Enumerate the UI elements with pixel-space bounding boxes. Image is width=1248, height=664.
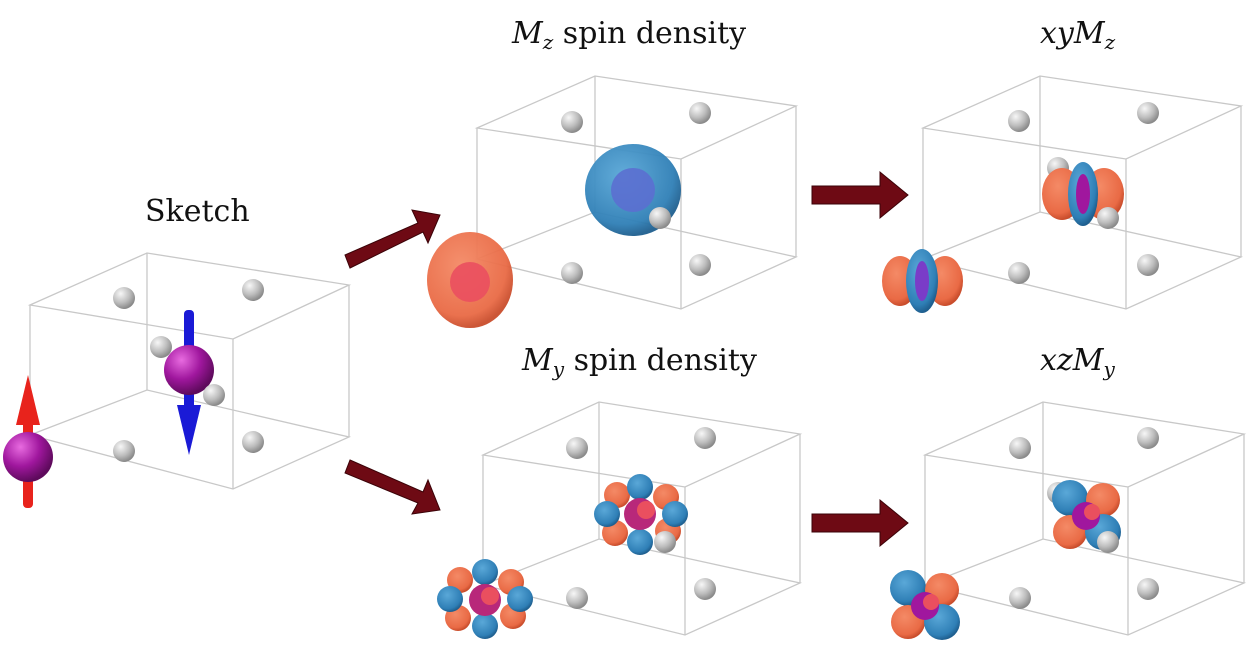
mz-title-rest: spin density xyxy=(553,16,747,51)
sketch-title: Sketch xyxy=(145,194,250,229)
ligand-atom xyxy=(561,111,583,133)
flow-arrow-icon xyxy=(344,459,441,515)
xzmy-orbital xyxy=(890,570,960,640)
xymz-orbital xyxy=(882,249,963,313)
ligand-atom xyxy=(689,102,711,124)
ligand-atom xyxy=(694,427,716,449)
ligand-atom xyxy=(1009,587,1031,609)
ligand-atom xyxy=(1008,262,1030,284)
mz-density-cell xyxy=(427,75,799,328)
xymz-title: xyMz xyxy=(1040,16,1115,54)
xzmy-cell-edges xyxy=(922,401,1247,636)
ligand-atom xyxy=(1009,437,1031,459)
xzmy-prefix: xzM xyxy=(1040,343,1104,378)
ligand-atom xyxy=(694,578,716,600)
my-spin-density-title: My spin density xyxy=(522,343,757,381)
xymz-prefix: xyM xyxy=(1040,16,1105,51)
magnetic-atom xyxy=(164,345,214,395)
sketch-title-text: Sketch xyxy=(145,194,250,229)
sketch-cell xyxy=(3,252,352,508)
mz-symbol: M xyxy=(512,16,543,51)
ligand-atom xyxy=(689,254,711,276)
ligand-atom xyxy=(1137,427,1159,449)
ligand-atom xyxy=(1137,578,1159,600)
ligand-atom xyxy=(654,531,676,553)
flow-arrow-icon xyxy=(811,170,909,220)
xymz-subscript: z xyxy=(1104,30,1116,54)
xzmy-orbital xyxy=(1052,480,1121,550)
my-density-cell xyxy=(437,401,803,639)
ligand-atom xyxy=(1097,531,1119,553)
xzmy-cell xyxy=(890,401,1247,640)
xzmy-subscript: y xyxy=(1103,357,1115,381)
xzmy-title: xzMy xyxy=(1040,343,1115,381)
my-symbol: M xyxy=(522,343,553,378)
ligand-atom xyxy=(566,437,588,459)
my-subscript: y xyxy=(552,357,565,381)
ligand-atom xyxy=(649,207,671,229)
ligand-atom xyxy=(1008,110,1030,132)
ligand-atom xyxy=(1137,254,1159,276)
magnetic-atom xyxy=(3,432,53,482)
ligand-atom xyxy=(203,384,225,406)
ligand-atom xyxy=(113,287,135,309)
mz-spin-density-title: Mz spin density xyxy=(512,16,746,54)
ligand-atom xyxy=(1097,207,1119,229)
flow-arrow-icon xyxy=(344,209,441,269)
xymz-cell-edges xyxy=(920,75,1244,310)
mz-subscript: z xyxy=(542,30,554,54)
sketch-cell-edges xyxy=(27,252,352,490)
density-cluster xyxy=(594,474,688,555)
ligand-atom xyxy=(242,431,264,453)
flow-arrow-icon xyxy=(811,498,909,548)
xymz-orbital xyxy=(1042,162,1124,226)
density-cluster xyxy=(437,559,533,639)
ligand-atom xyxy=(561,262,583,284)
my-title-rest: spin density xyxy=(564,343,757,378)
ligand-atom xyxy=(566,587,588,609)
xymz-cell xyxy=(882,75,1244,313)
ligand-atom xyxy=(150,336,172,358)
ligand-atom xyxy=(1137,102,1159,124)
ligand-atom xyxy=(113,440,135,462)
my-cell-edges xyxy=(480,401,803,636)
positive-density-blob xyxy=(427,232,513,328)
ligand-atom xyxy=(242,279,264,301)
